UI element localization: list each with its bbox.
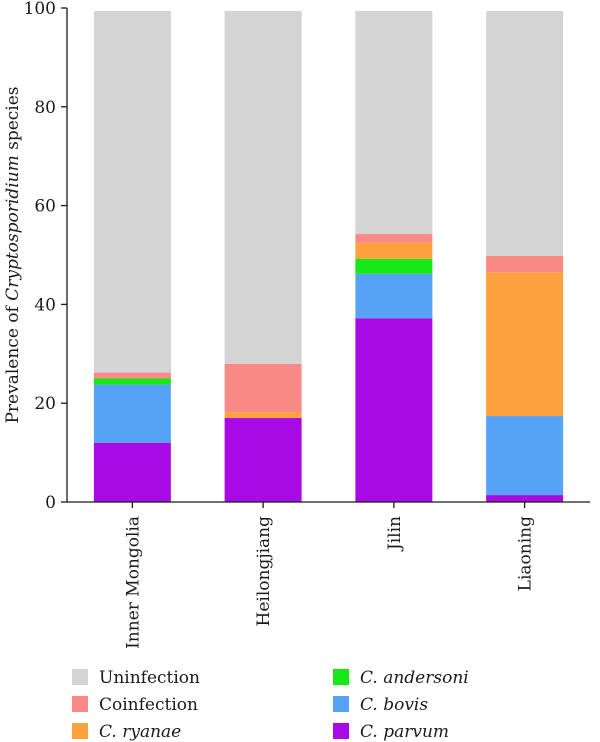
bar-jilin-uninfection [355, 10, 433, 234]
legend-label-c-ryanae: C. ryanae [99, 722, 181, 742]
y-axis-label-group: Prevalence of Cryptosporidium species [3, 86, 23, 423]
bar-jilin-c-andersoni [355, 258, 433, 274]
y-axis-label-prefix: Prevalence of [3, 301, 23, 424]
y-tick-label-0: 0 [45, 493, 56, 513]
axes-layer: 0 20 40 60 80 100 Inner Mongolia Heilongjiang Ji… [24, 0, 590, 649]
y-tick-label-40: 40 [34, 295, 56, 315]
legend-label-uninfection: Uninfection [99, 668, 200, 688]
legend-swatch-c-bovis [333, 696, 349, 712]
y-tick-label-80: 80 [34, 98, 56, 118]
bar-inner-mongolia-uninfection [93, 10, 171, 373]
legend-swatch-c-ryanae [72, 723, 88, 739]
legend-swatch-coinfection [72, 696, 88, 712]
bar-liaoning-c-parvum [486, 495, 564, 502]
bar-liaoning-c-ryanae [486, 272, 564, 417]
y-tick-label-20: 20 [34, 394, 56, 414]
bar-liaoning-c-bovis [486, 416, 564, 496]
bar-jilin-c-ryanae [355, 242, 433, 259]
bar-jilin-coinfection [355, 233, 433, 243]
legend: Uninfection Coinfection C. ryanae C. anders… [72, 668, 469, 742]
bar-jilin-c-parvum [355, 318, 433, 502]
bar-liaoning-coinfection [486, 255, 564, 273]
legend-label-coinfection: Coinfection [99, 695, 198, 715]
bar-heilongjiang-c-parvum [224, 418, 302, 502]
y-axis-label-italic: Cryptosporidium [3, 155, 23, 300]
y-tick-label-60: 60 [34, 197, 56, 217]
legend-label-c-parvum: C. parvum [360, 722, 449, 742]
legend-swatch-uninfection [72, 669, 88, 685]
legend-label-c-bovis: C. bovis [360, 695, 428, 715]
bar-heilongjiang-c-ryanae [224, 412, 302, 419]
x-tick-label-heilongjiang: Heilongjiang [254, 516, 274, 627]
bar-heilongjiang-coinfection [224, 363, 302, 413]
legend-label-c-andersoni: C. andersoni [360, 668, 469, 688]
bar-jilin-c-bovis [355, 273, 433, 319]
bar-inner-mongolia-c-bovis [93, 384, 171, 443]
x-tick-label-liaoning: Liaoning [516, 516, 536, 591]
bar-inner-mongolia-c-parvum [93, 442, 171, 502]
bar-inner-mongolia-c-andersoni [93, 378, 171, 385]
x-tick-label-jilin: Jilin [385, 516, 405, 552]
y-axis-label-suffix: species [3, 86, 23, 155]
legend-swatch-c-parvum [333, 723, 349, 739]
y-tick-label-100: 100 [24, 0, 56, 19]
bars-layer [93, 10, 564, 502]
bar-liaoning-uninfection [486, 10, 564, 256]
legend-swatch-c-andersoni [333, 669, 349, 685]
y-axis-label: Prevalence of Cryptosporidium species [3, 86, 23, 423]
bar-inner-mongolia-coinfection [93, 372, 171, 379]
x-tick-label-inner-mongolia: Inner Mongolia [123, 516, 143, 649]
bar-heilongjiang-uninfection [224, 10, 302, 364]
